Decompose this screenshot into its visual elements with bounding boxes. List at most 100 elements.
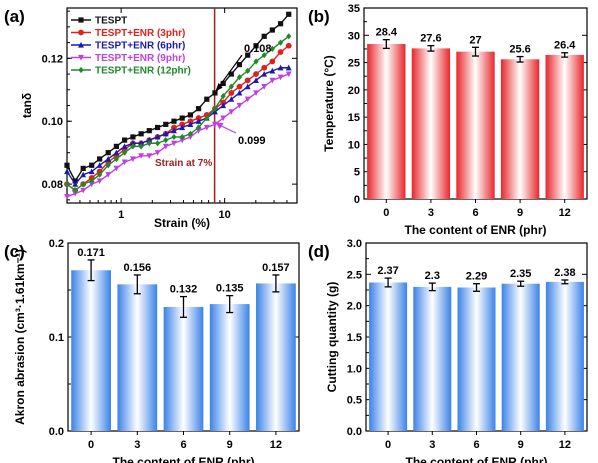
x-tick-label: 3 <box>134 439 140 451</box>
data-point <box>277 64 284 71</box>
data-point <box>277 49 284 55</box>
legend-label: TESPT+ENR (9phr) <box>95 53 185 64</box>
bar-value-label: 28.4 <box>376 27 398 39</box>
data-point <box>64 181 70 188</box>
bar-value-label: 25.6 <box>509 44 530 56</box>
data-point <box>236 74 243 81</box>
x-tick-label: 0 <box>383 207 389 219</box>
data-point <box>195 118 202 124</box>
data-point <box>245 67 251 75</box>
bar <box>411 48 451 199</box>
annotation-value: 0.099 <box>238 135 266 147</box>
data-point <box>261 64 268 71</box>
bar-group: 2.35 <box>501 268 540 431</box>
y-tick-label: 20 <box>348 85 360 97</box>
data-point <box>80 187 87 194</box>
bar-value-label: 26.4 <box>554 40 576 52</box>
x-tick-label: 9 <box>517 207 523 219</box>
data-point <box>285 42 292 49</box>
data-point <box>277 39 284 46</box>
y-axis-label: tanδ <box>20 93 34 118</box>
data-point <box>88 168 95 175</box>
y-tick-label: 1.0 <box>347 363 362 375</box>
data-point <box>179 133 185 141</box>
data-point <box>187 112 194 118</box>
y-tick-label: 0.1 <box>49 332 64 344</box>
data-point <box>96 162 103 168</box>
y-tick-label: 2.5 <box>347 269 362 281</box>
y-tick-label: 3.0 <box>347 238 362 250</box>
data-point <box>220 102 227 109</box>
data-point <box>88 181 95 188</box>
data-point <box>163 121 169 127</box>
data-point <box>195 106 202 112</box>
y-axis-label: Akron abrasion (cm³·1.61km⁻¹) <box>13 249 27 425</box>
data-point <box>236 102 243 109</box>
x-tick-label: 10 <box>219 209 231 221</box>
panel-b-temperature-chart: (b) 0 5 10 15 20 25 30 35 28.4 0 27.6 3 27 6 25.6 9 26.4 1… <box>308 3 588 237</box>
legend-label: TESPT+ENR (6phr) <box>95 41 185 52</box>
annotation-value: 0.108 <box>244 43 272 55</box>
y-axis-label: Cutting quantity (g) <box>325 282 339 393</box>
x-tick-label: 1 <box>118 209 124 221</box>
bar <box>545 281 584 431</box>
data-point <box>138 140 145 146</box>
series-0 <box>64 11 292 184</box>
bar <box>367 44 406 199</box>
data-point <box>146 128 152 134</box>
x-tick-label: 9 <box>227 439 233 451</box>
data-point <box>236 83 243 90</box>
data-point <box>121 149 128 156</box>
series-line <box>66 73 289 198</box>
series-line <box>66 13 290 183</box>
data-point <box>195 115 202 121</box>
data-point <box>138 131 144 137</box>
data-point <box>105 155 112 162</box>
data-point <box>162 143 169 150</box>
data-point <box>72 190 79 197</box>
bar-value-label: 0.171 <box>77 247 105 259</box>
data-point <box>78 41 84 48</box>
data-point <box>78 29 84 36</box>
data-point <box>286 11 292 17</box>
x-tick-label: 12 <box>270 439 282 451</box>
data-point <box>228 109 235 115</box>
data-point <box>113 165 120 172</box>
data-point <box>253 77 259 83</box>
data-point <box>261 84 268 90</box>
bar <box>71 270 111 431</box>
data-point <box>285 64 292 71</box>
legend-label: TESPT <box>95 16 127 27</box>
series-3 <box>64 71 292 200</box>
data-point <box>130 140 136 146</box>
bar <box>413 286 452 431</box>
y-tick-label: 1.5 <box>347 332 362 344</box>
data-point <box>245 52 251 58</box>
data-point <box>146 140 152 147</box>
data-point <box>269 45 275 52</box>
annotation-strain-label: Strain at 7% <box>155 158 212 169</box>
bar-value-label: 2.35 <box>510 268 531 280</box>
y-tick-label: 0.10 <box>42 116 63 128</box>
y-tick-label: 0.2 <box>49 238 64 250</box>
data-point <box>269 58 276 65</box>
data-point <box>154 133 161 140</box>
data-point <box>89 177 95 185</box>
y-tick-label: 10 <box>348 139 360 151</box>
bar <box>457 287 496 431</box>
data-point <box>78 66 84 74</box>
data-point <box>96 178 103 185</box>
series-line <box>66 35 290 192</box>
y-tick-label: 35 <box>348 3 360 15</box>
y-tick-label: 0 <box>354 194 360 206</box>
bar <box>501 283 540 431</box>
data-point <box>138 153 145 159</box>
data-point <box>220 115 227 122</box>
bar <box>545 54 584 199</box>
data-point <box>277 21 284 27</box>
x-tick-label: 0 <box>88 439 94 451</box>
data-point <box>244 96 251 103</box>
data-point <box>121 143 128 149</box>
x-tick-label: 6 <box>473 439 479 451</box>
